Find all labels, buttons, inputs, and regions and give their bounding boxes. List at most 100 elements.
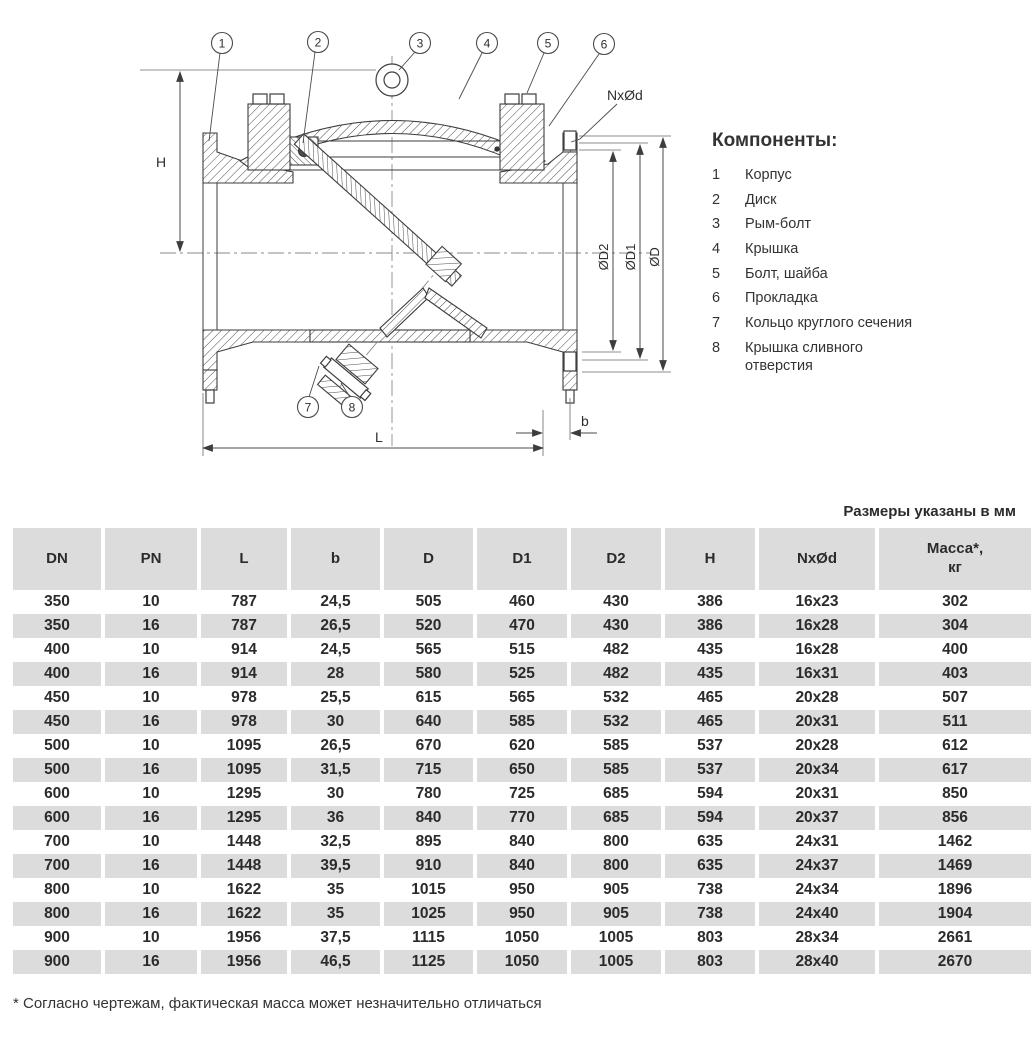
dim-label-b: b — [581, 413, 589, 429]
gasket-dot — [494, 146, 500, 152]
cover-bolt — [252, 93, 268, 105]
dimensions-table: DN PN L b D D1 D2 H NxØd Масса*, кг 350 1… — [9, 528, 1035, 974]
table-cell: 435 — [697, 641, 723, 658]
table-cell: 482 — [603, 641, 629, 658]
table-cell: 31,5 — [291, 758, 380, 782]
table-cell: 32,5 — [320, 833, 351, 850]
component-number: 5 — [712, 265, 721, 282]
table-cell: 10 — [142, 833, 160, 850]
component-number: 2 — [712, 191, 721, 208]
table-cell: 900 — [13, 950, 101, 974]
svg-text:2: 2 — [315, 36, 322, 50]
table-cell: 30 — [291, 710, 380, 734]
table-cell: 16 — [105, 710, 197, 734]
table-cell: 26,5 — [291, 614, 380, 638]
table-cell: 1025 — [384, 902, 473, 926]
diameter-extension-lines — [579, 135, 671, 373]
table-cell: 511 — [879, 710, 1031, 734]
component-item: 1 Корпус — [712, 167, 1022, 185]
table-cell: 685 — [571, 806, 661, 830]
table-cell: 615 — [415, 689, 442, 706]
table-cell: 16 — [105, 662, 197, 686]
table-cell: 800 — [603, 833, 629, 850]
drain-neck — [335, 343, 379, 385]
table-cell: 1956 — [226, 929, 262, 946]
table-header-row: DN PN L b D D1 D2 H NxØd Масса*, кг — [13, 528, 1031, 590]
right-flange-bottom — [469, 329, 578, 371]
column-header-dn: DN — [13, 528, 101, 590]
callout-2: 2 — [306, 30, 330, 54]
component-item: 7 Кольцо круглого сечения — [712, 315, 1022, 333]
table-cell: 1295 — [226, 785, 262, 802]
svg-text:7: 7 — [305, 401, 312, 415]
table-cell: 895 — [415, 833, 442, 850]
table-cell: 30 — [326, 785, 345, 802]
component-number: 8 — [712, 339, 721, 356]
table-row: 800 10 1622 35 1015 950 905 738 24x34 1896 — [13, 878, 1031, 902]
table-cell: 950 — [509, 881, 535, 898]
column-header-b: b — [291, 528, 380, 590]
table-cell: 37,5 — [320, 929, 351, 946]
table-cell: 1469 — [879, 854, 1031, 878]
component-item: 8 Крышка сливного отверстия — [712, 340, 1022, 375]
component-number: 6 — [712, 290, 721, 307]
table-cell: 500 — [13, 758, 101, 782]
table-cell: 28 — [291, 662, 380, 686]
table-cell: 16x28 — [759, 614, 875, 638]
table-cell: 450 — [44, 689, 70, 706]
table-cell: 914 — [201, 662, 287, 686]
l-extension-lines — [202, 393, 544, 456]
eye-bolt-hole — [383, 71, 401, 89]
component-item: 3 Рым-болт — [712, 216, 1022, 234]
drain-bolt — [359, 388, 372, 402]
valve-technical-drawing: H L b ØD2 ØD1 ØD NxØd 1 2 3 4 5 6 7 8 — [140, 30, 671, 456]
table-body: 350 10 787 24,5 505 460 430 386 16x23 302 350 16 787… — [13, 590, 1031, 974]
table-cell: 2670 — [879, 950, 1031, 974]
cover-bolt — [269, 93, 285, 105]
table-cell: 400 — [13, 662, 101, 686]
table-cell: 585 — [571, 758, 661, 782]
table-cell: 350 — [44, 593, 70, 610]
column-header-d1: D1 — [477, 528, 567, 590]
table-cell: 20x28 — [795, 689, 839, 706]
table-row: 400 10 914 24,5 565 515 482 435 16x28 400 — [13, 638, 1031, 662]
table-cell: 594 — [697, 785, 723, 802]
table-row: 450 10 978 25,5 615 565 532 465 20x28 507 — [13, 686, 1031, 710]
table-cell: 635 — [697, 833, 723, 850]
table-cell: 1115 — [412, 929, 445, 946]
dim-label-H: H — [156, 154, 166, 170]
table-row: 600 10 1295 30 780 725 685 594 20x31 850 — [13, 782, 1031, 806]
table-cell: 1095 — [201, 758, 287, 782]
table-cell: 565 — [509, 689, 535, 706]
table-cell: 515 — [509, 641, 535, 658]
table-cell: 450 — [13, 710, 101, 734]
table-cell: 16 — [105, 854, 197, 878]
table-cell: 20x28 — [795, 737, 839, 754]
table-cell: 28x40 — [759, 950, 875, 974]
component-label: Крышка сливного отверстия — [745, 339, 863, 374]
cover-bolt — [504, 93, 520, 105]
table-cell: 594 — [665, 806, 755, 830]
component-number: 3 — [712, 216, 721, 233]
table-row: 500 16 1095 31,5 715 650 585 537 20x34 617 — [13, 758, 1031, 782]
table-row: 500 10 1095 26,5 670 620 585 537 20x28 612 — [13, 734, 1031, 758]
table-cell: 507 — [942, 689, 968, 706]
table-cell: 1448 — [201, 854, 287, 878]
table-cell: 1622 — [226, 881, 262, 898]
table-cell: 10 — [142, 641, 160, 658]
table-cell: 1904 — [879, 902, 1031, 926]
table-cell: 856 — [879, 806, 1031, 830]
table-cell: 10 — [142, 737, 160, 754]
disc-boss — [425, 245, 463, 283]
table-cell: 1050 — [504, 929, 540, 946]
callout-5: 5 — [536, 31, 560, 55]
table-cell: 700 — [13, 854, 101, 878]
table-cell: 24x40 — [759, 902, 875, 926]
table-cell: 803 — [665, 950, 755, 974]
bolt-hole-bottom — [563, 351, 577, 372]
table-row: 700 10 1448 32,5 895 840 800 635 24x31 1462 — [13, 830, 1031, 854]
table-cell: 25,5 — [320, 689, 351, 706]
component-number: 1 — [712, 167, 721, 183]
table-cell: 20x37 — [759, 806, 875, 830]
